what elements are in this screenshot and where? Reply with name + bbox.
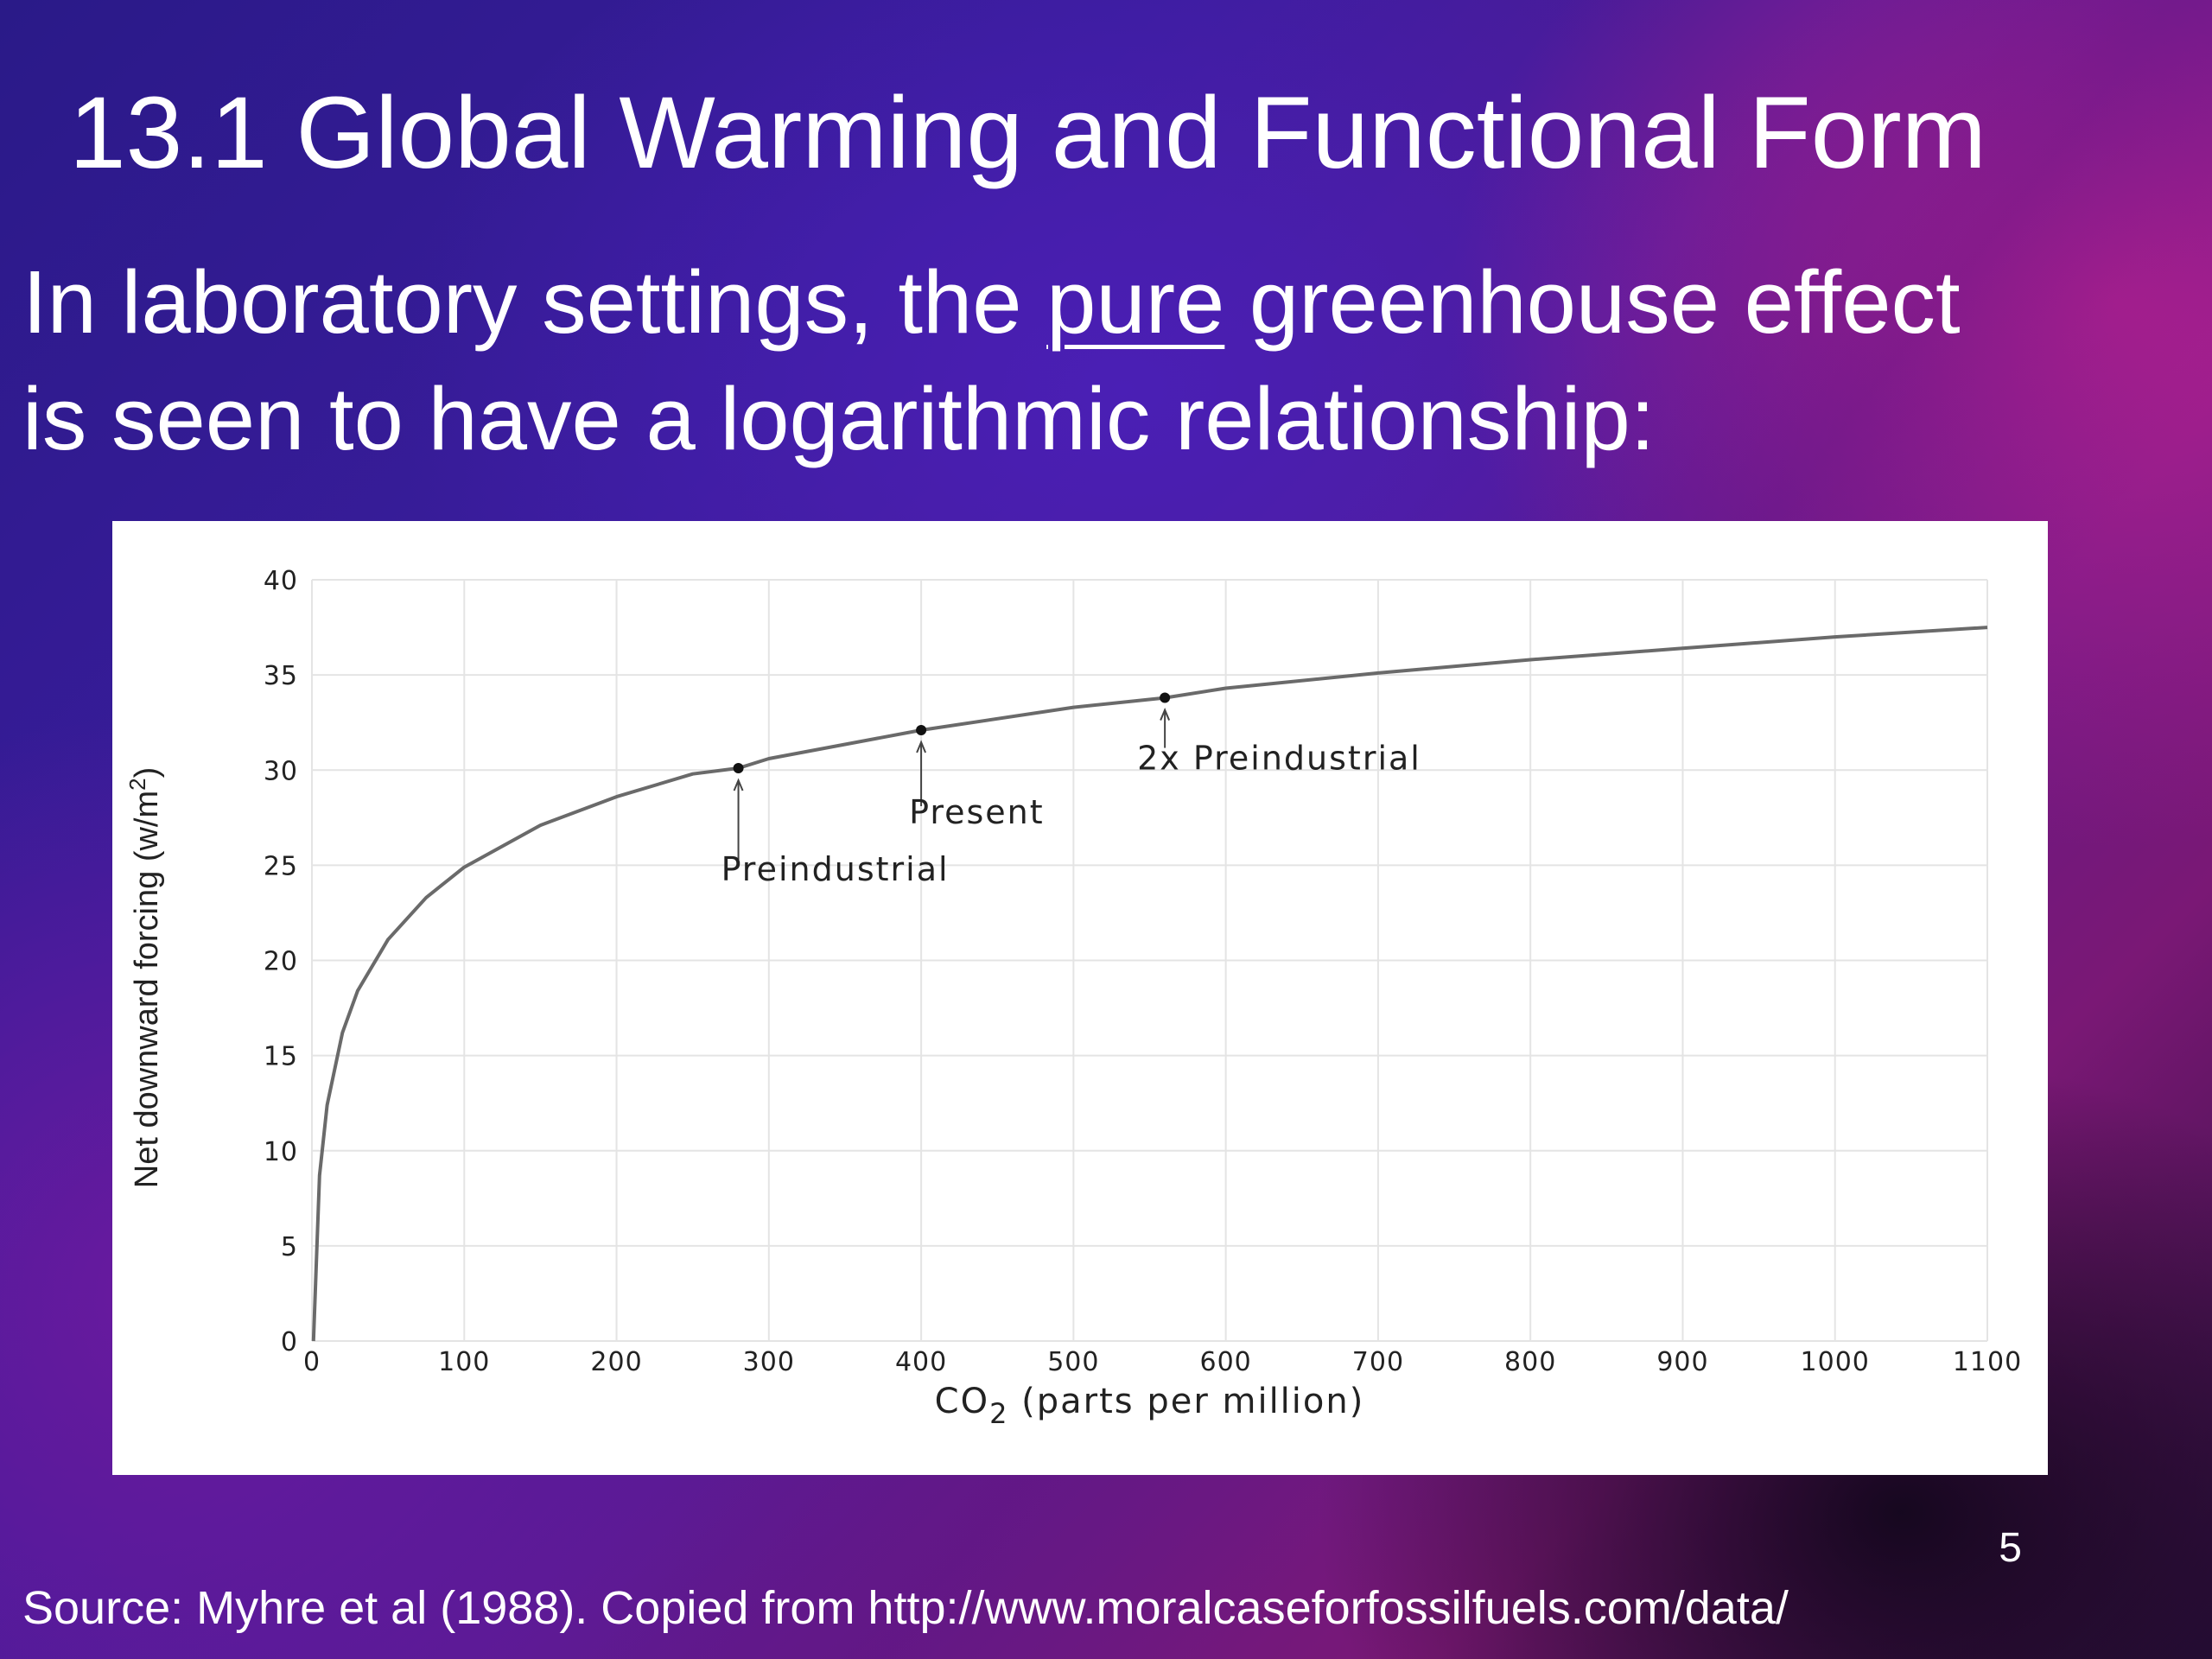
y-tick-label: 20 <box>264 947 298 977</box>
y-tick-label: 5 <box>281 1232 298 1262</box>
forcing-curve <box>311 626 1988 1342</box>
annotation-arrowhead <box>733 778 744 791</box>
annotation-arrowhead <box>1160 707 1171 721</box>
x-tick-label: 1100 <box>1953 1347 2022 1377</box>
x-tick-label: 1000 <box>1801 1347 1870 1377</box>
x-tick-label: 800 <box>1504 1347 1556 1377</box>
y-axis-label-end: ) <box>129 767 165 779</box>
annotation-point <box>1160 692 1171 703</box>
annotation-label: Preindustrial <box>721 850 950 888</box>
y-axis-label-sup: 2 <box>124 778 150 790</box>
x-axis-label-main: CO <box>935 1382 989 1421</box>
y-tick-label: 0 <box>281 1327 298 1357</box>
x-tick-label: 900 <box>1656 1347 1708 1377</box>
x-axis-label-sub: 2 <box>989 1397 1008 1430</box>
y-axis-label: Net downward forcing (w/m2) <box>124 767 165 1189</box>
body-line-2: is seen to have a logarithmic relationsh… <box>22 369 1656 468</box>
body-text: In laboratory settings, the pure greenho… <box>22 244 2200 477</box>
x-tick-label: 400 <box>895 1347 947 1377</box>
annotation-point <box>916 724 927 735</box>
body-underlined-word: pure <box>1046 252 1225 352</box>
y-axis-label-main: Net downward forcing (w/m <box>129 791 165 1188</box>
annotation-point <box>733 763 744 774</box>
x-axis-label-rest: (parts per million) <box>1008 1382 1364 1421</box>
x-axis-label: CO2 (parts per million) <box>935 1382 1365 1430</box>
x-tick-label: 0 <box>303 1347 321 1377</box>
y-tick-label: 25 <box>264 851 298 881</box>
x-tick-label: 100 <box>438 1347 490 1377</box>
body-prefix: In laboratory settings, the <box>22 252 1047 352</box>
x-tick-label: 500 <box>1047 1347 1099 1377</box>
x-tick-label: 200 <box>590 1347 642 1377</box>
y-tick-label: 15 <box>264 1042 298 1072</box>
x-tick-label: 300 <box>743 1347 795 1377</box>
page-number: 5 <box>1999 1525 2022 1571</box>
y-tick-label: 40 <box>264 566 298 596</box>
chart-panel: 0 100 200 300 400 500 600 700 800 900 1000 1100 0 5 10… <box>112 521 2048 1475</box>
body-suffix: greenhouse effect <box>1224 252 1961 352</box>
source-citation: Source: Myhre et al (1988). Copied from … <box>22 1582 1789 1634</box>
annotation-arrowhead <box>916 740 927 753</box>
x-tick-label: 600 <box>1200 1347 1252 1377</box>
forcing-chart: 0 100 200 300 400 500 600 700 800 900 1000 1100 0 5 10… <box>124 566 2022 1430</box>
annotation-label: 2x Preindustrial <box>1137 740 1421 778</box>
slide-title: 13.1 Global Warming and Functional Form <box>69 76 1986 190</box>
body-line-1: In laboratory settings, the pure greenho… <box>22 244 2200 360</box>
y-tick-label: 35 <box>264 661 298 691</box>
x-tick-label: 700 <box>1352 1347 1404 1377</box>
y-tick-label: 10 <box>264 1137 298 1167</box>
y-tick-label: 30 <box>264 756 298 786</box>
annotation-label: Present <box>909 793 1045 831</box>
